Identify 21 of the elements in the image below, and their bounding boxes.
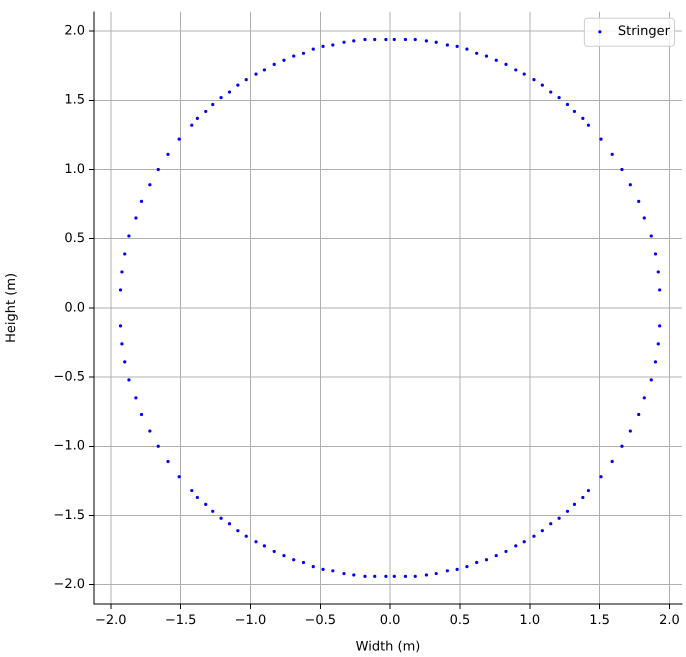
x-tick-label: 0.0 — [380, 613, 400, 628]
y-tick-label: −0.5 — [53, 369, 85, 384]
x-tick-label: 0.5 — [450, 613, 470, 628]
y-tick-label: −1.0 — [53, 438, 85, 454]
x-tick-label: −1.5 — [164, 613, 196, 628]
legend-label: Stringer — [618, 24, 671, 40]
x-tick-label: 1.5 — [589, 613, 610, 628]
x-axis-title: Width (m) — [356, 640, 420, 655]
x-tick-label: −2.0 — [94, 613, 127, 628]
x-tick-label: −1.0 — [234, 613, 266, 628]
x-tick-label: −0.5 — [304, 613, 336, 628]
y-tick-label: −1.5 — [53, 508, 85, 523]
y-tick-label: 0.0 — [64, 300, 85, 316]
x-tick-label: 1.0 — [519, 613, 540, 628]
y-tick-label: 2.0 — [64, 24, 85, 39]
y-tick-label: 0.5 — [64, 231, 85, 246]
y-tick-label: −2.0 — [53, 577, 85, 592]
y-axis-title: Height (m) — [4, 272, 20, 343]
y-tick-label: 1.5 — [64, 92, 85, 108]
y-tick-label: 1.0 — [64, 162, 85, 177]
x-tick-label: 2.0 — [659, 613, 680, 628]
